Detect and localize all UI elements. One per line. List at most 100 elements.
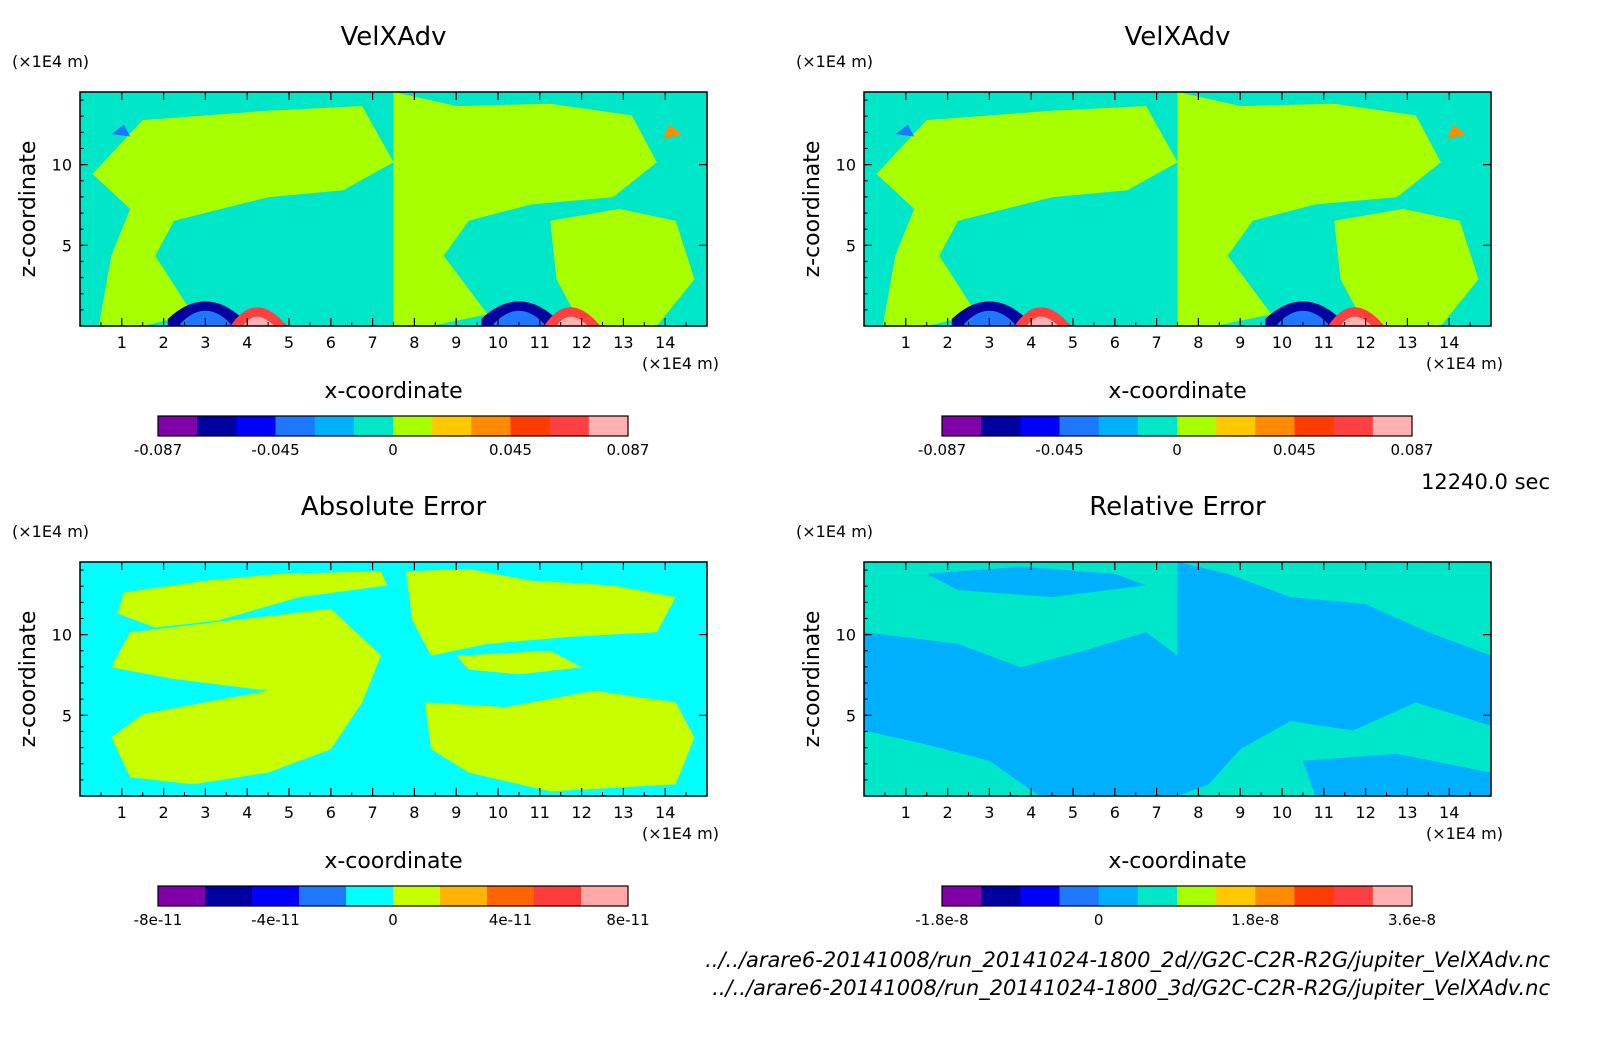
chart-1-colorbar-swatch-10 <box>510 416 551 436</box>
chart-2-x-tick-label-3: 3 <box>984 333 994 352</box>
chart-4-colorbar-frame <box>941 885 1413 907</box>
chart-4-x-tick-label-5: 5 <box>1068 803 1078 822</box>
chart-3-colorbar-swatch-7 <box>440 886 488 906</box>
chart-2-x-tick-label-12: 12 <box>1355 333 1375 352</box>
chart-1-field-region-14 <box>663 124 682 139</box>
chart-1-title: VelXAdv <box>340 22 446 52</box>
chart-2-y-tick-label-1: 5 <box>846 236 856 255</box>
chart-2-x-tick-label-13: 13 <box>1397 333 1417 352</box>
chart-2-colorbar-swatch-4 <box>1059 416 1100 436</box>
chart-4-colorbar-swatch-7 <box>1177 886 1217 906</box>
chart-4-colorbar-swatch-9 <box>1255 886 1295 906</box>
chart-3-x-label: x-coordinate <box>324 849 462 874</box>
chart-3-colorbar-swatch-4 <box>299 886 347 906</box>
chart-1-field-region-7 <box>230 307 287 326</box>
chart-4-plot-area <box>864 562 1491 796</box>
chart-3-x-tick-label-9: 9 <box>451 803 461 822</box>
chart-4-colorbar-swatch-8 <box>1216 886 1256 906</box>
chart-1-field-region-2 <box>393 92 657 326</box>
chart-3-field <box>111 569 695 792</box>
chart-4-y-unit: (×1E4 m) <box>796 522 873 541</box>
chart-3-y-tick-label-2: 10 <box>52 626 72 645</box>
chart-panel-4: Relative Error(×1E4 m)1 2 3 4 5 6 7 8 9 10 11 12 13 1… <box>796 492 1503 929</box>
chart-2-x-tick-label-10: 10 <box>1272 333 1292 352</box>
chart-1-colorbar-swatch-11 <box>549 416 590 436</box>
chart-4-title: Relative Error <box>1089 492 1266 522</box>
chart-1-field-region-8 <box>243 316 275 326</box>
chart-3-colorbar-swatch-3 <box>252 886 300 906</box>
chart-2-colorbar-label-3: 0 <box>1172 441 1182 459</box>
chart-4-colorbar-swatch-10 <box>1294 886 1335 906</box>
chart-1-x-tick-label-14: 14 <box>655 333 675 352</box>
chart-1-x-tick-label-12: 12 <box>571 333 591 352</box>
chart-2-x-tick-label-7: 7 <box>1152 333 1162 352</box>
chart-3-x-tick-label-10: 10 <box>488 803 508 822</box>
chart-1-colorbar-swatch-5 <box>314 416 355 436</box>
file-path-1: ../../arare6-20141008/run_20141024-1800_… <box>705 948 1550 972</box>
chart-2-colorbar-swatch-10 <box>1294 416 1335 436</box>
chart-4-field-region-3 <box>926 566 1147 598</box>
chart-4-x-tick-label-6: 6 <box>1110 803 1120 822</box>
chart-3-x-tick-label-14: 14 <box>655 803 675 822</box>
chart-3-y-unit: (×1E4 m) <box>12 522 89 541</box>
chart-2-colorbar-swatch-11 <box>1333 416 1374 436</box>
chart-3-colorbar-label-2: -4e-11 <box>251 911 300 929</box>
chart-1-x-tick-label-11: 11 <box>530 333 550 352</box>
chart-3-field-region-2 <box>406 569 676 656</box>
chart-2-field-region-12 <box>1340 316 1372 326</box>
chart-4-x-tick-label-13: 13 <box>1397 803 1417 822</box>
chart-1-x-tick-label-10: 10 <box>488 333 508 352</box>
chart-1-field-region-3 <box>268 143 363 186</box>
chart-4-x-label: x-coordinate <box>1108 849 1246 874</box>
chart-4-colorbar-label-1: -1.8e-8 <box>915 911 968 929</box>
chart-panel-2: VelXAdv(×1E4 m)1 2 3 4 5 6 7 8 9 10 11 12 13 14510(×1… <box>796 22 1503 459</box>
file-path-2: ../../arare6-20141008/run_20141024-1800_… <box>712 976 1550 1000</box>
chart-2-colorbar-swatch-1 <box>942 416 982 436</box>
chart-1-plot-area <box>80 92 707 326</box>
chart-1-colorbar-swatch-12 <box>588 416 629 436</box>
chart-2-y-unit: (×1E4 m) <box>796 52 873 71</box>
chart-panel-1: VelXAdv(×1E4 m)1 2 3 4 5 6 7 8 9 10 11 12 13 14510(×1… <box>12 22 719 459</box>
chart-4-x-tick-label-8: 8 <box>1193 803 1203 822</box>
chart-4-y-label: z-coordinate <box>800 611 825 748</box>
chart-2-field-region-11 <box>1327 307 1385 326</box>
chart-3-x-tick-label-6: 6 <box>326 803 336 822</box>
chart-3-x-tick-label-2: 2 <box>159 803 169 822</box>
chart-1-field <box>92 92 695 326</box>
chart-3-colorbar-frame <box>157 885 629 907</box>
chart-3-x-tick-label-3: 3 <box>200 803 210 822</box>
chart-3-x-unit: (×1E4 m) <box>642 824 719 843</box>
chart-3-x-tick-label-13: 13 <box>613 803 633 822</box>
chart-2-x-tick-label-6: 6 <box>1110 333 1120 352</box>
chart-1-field-region-12 <box>556 316 588 326</box>
chart-1-y-label: z-coordinate <box>16 141 41 278</box>
chart-2-x-tick-label-14: 14 <box>1439 333 1459 352</box>
chart-4-colorbar-swatch-3 <box>1020 886 1060 906</box>
chart-1-colorbar: -0.087 -0.045 0 0.045 0.087 <box>134 415 649 459</box>
chart-4-x-tick-label-11: 11 <box>1314 803 1334 822</box>
chart-3-field-region-3 <box>111 608 381 785</box>
chart-2-x-tick-label-9: 9 <box>1235 333 1245 352</box>
chart-4-colorbar-label-4: 3.6e-8 <box>1388 911 1436 929</box>
chart-2-field <box>876 92 1479 326</box>
chart-4-field-region-1 <box>864 632 1178 796</box>
chart-3-x-tick-label-1: 1 <box>117 803 127 822</box>
chart-1-x-tick-label-6: 6 <box>326 333 336 352</box>
chart-3-x-tick-label-11: 11 <box>530 803 550 822</box>
chart-3-colorbar-label-4: 4e-11 <box>489 911 532 929</box>
chart-4-colorbar-swatch-12 <box>1372 886 1413 906</box>
chart-3-colorbar: -8e-11 -4e-11 0 4e-11 8e-11 <box>134 885 650 929</box>
chart-1-field-region-13 <box>111 124 131 137</box>
chart-1-colorbar-swatch-8 <box>432 416 472 436</box>
chart-4-field-region-2 <box>1177 562 1491 796</box>
chart-4-field <box>864 562 1491 796</box>
chart-3-field-region-5 <box>456 650 582 675</box>
chart-4-x-tick-label-14: 14 <box>1439 803 1459 822</box>
chart-1-colorbar-label-4: 0.045 <box>489 441 532 459</box>
chart-1-field-region-4 <box>550 209 695 326</box>
chart-4-x-tick-label-10: 10 <box>1272 803 1292 822</box>
chart-4-x-tick-label-1: 1 <box>901 803 911 822</box>
chart-2-x-label: x-coordinate <box>1108 379 1246 404</box>
time-label: 12240.0 sec <box>1421 470 1550 494</box>
chart-2-x-tick-label-8: 8 <box>1193 333 1203 352</box>
